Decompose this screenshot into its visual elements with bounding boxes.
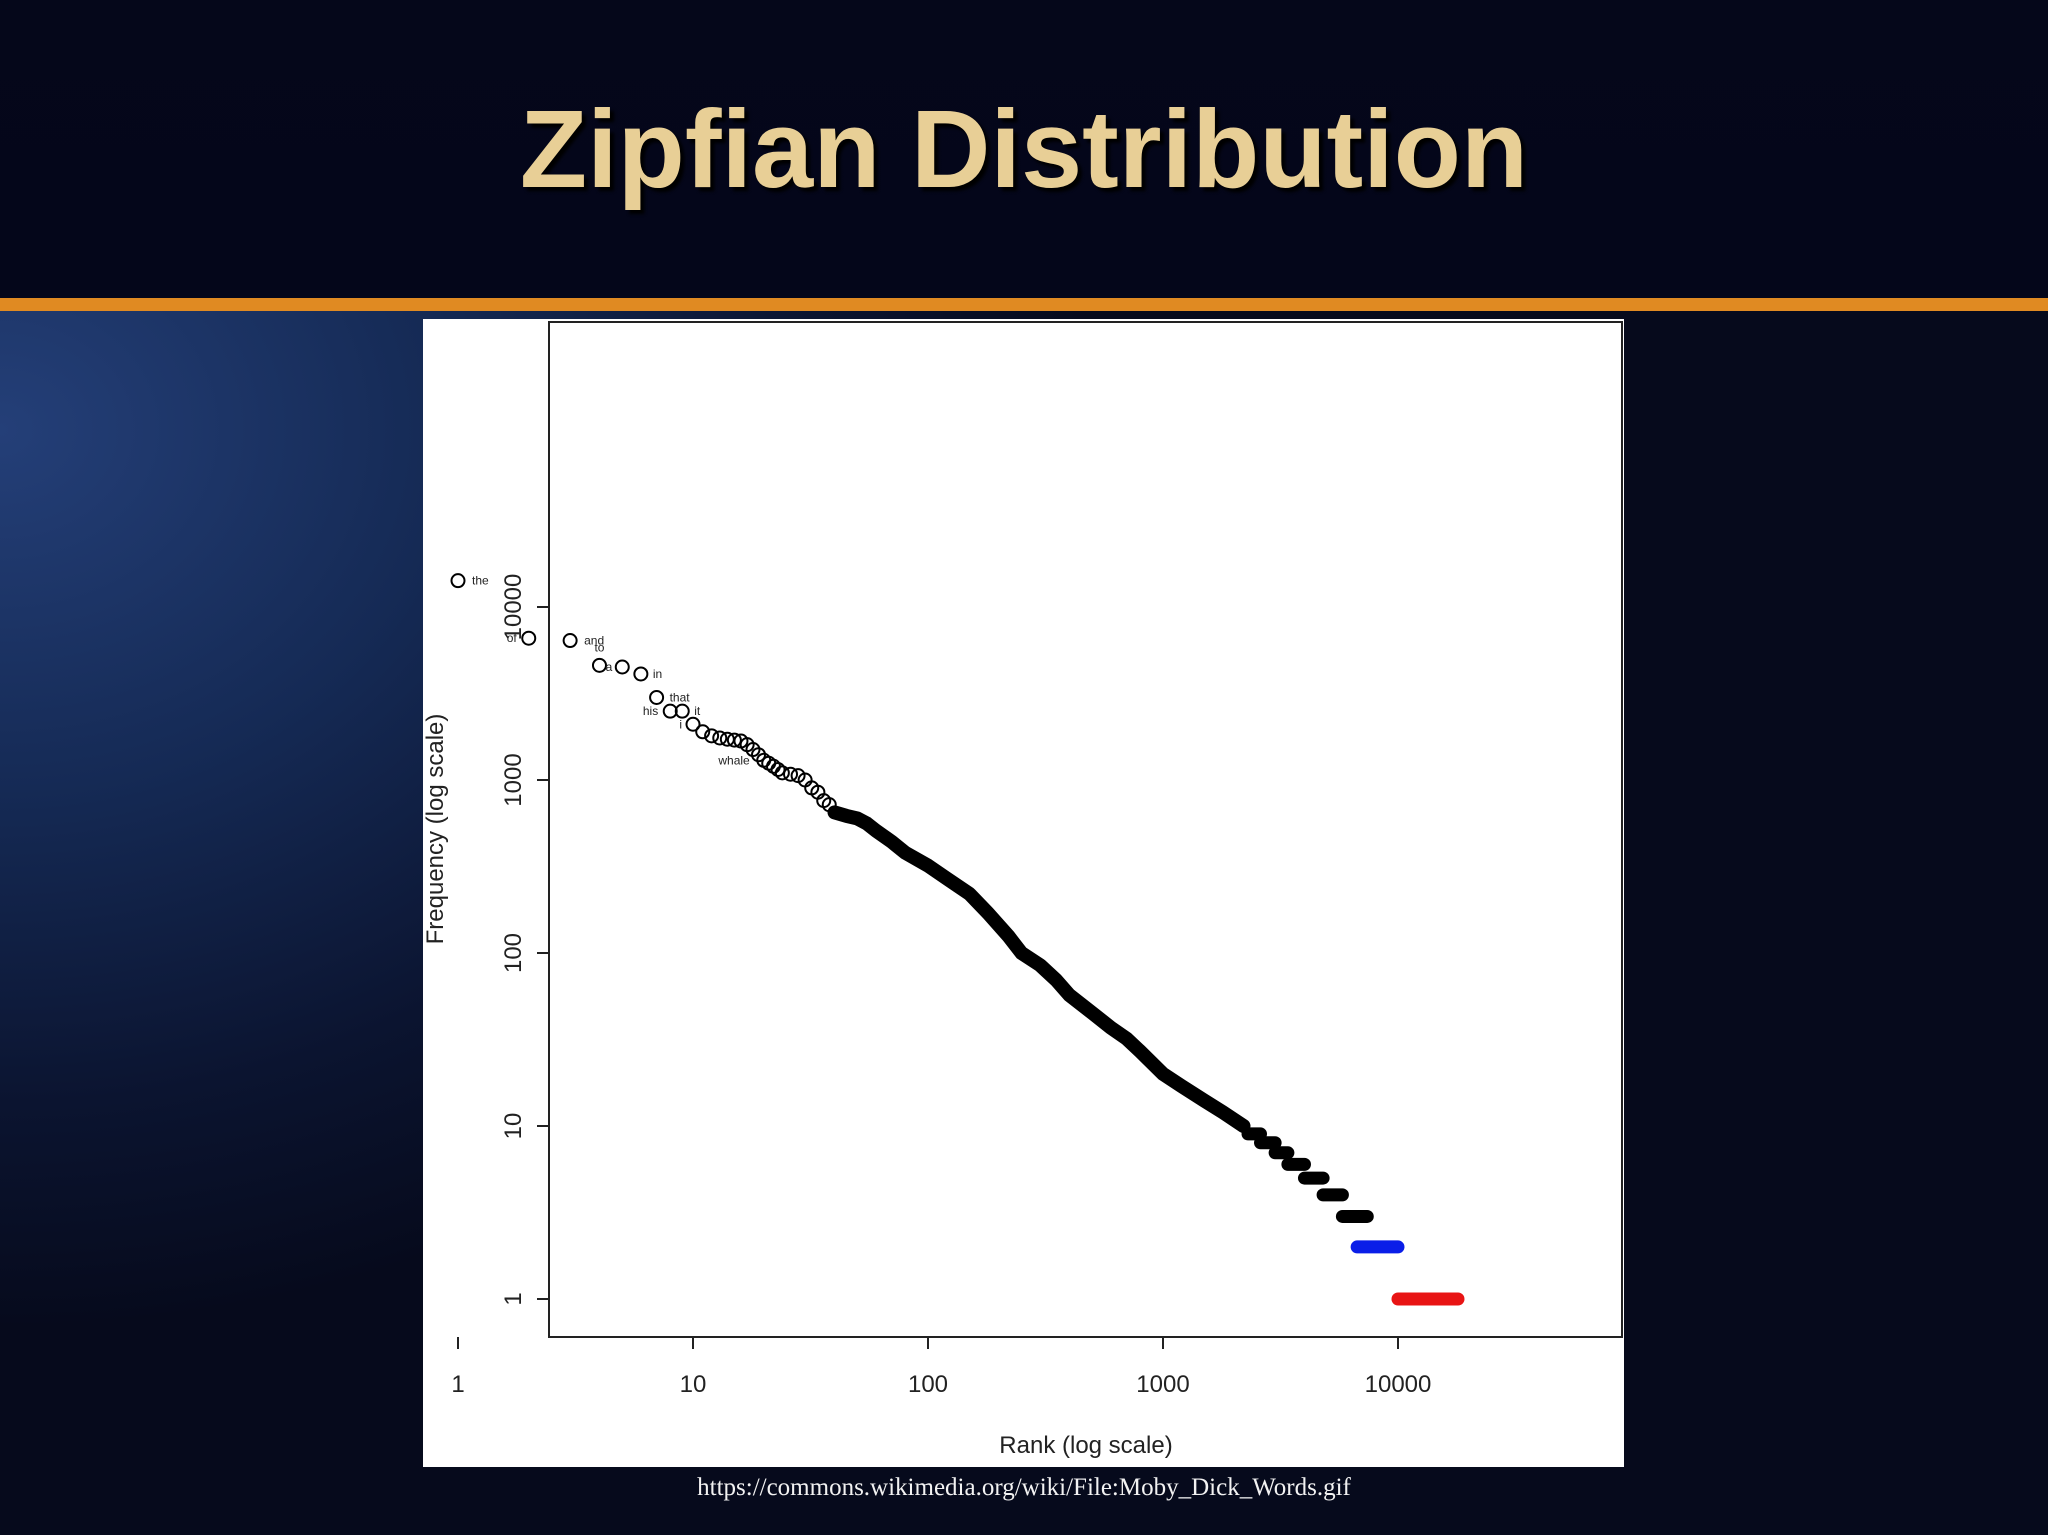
point-label: a <box>606 660 613 674</box>
y-tick-label: 10000 <box>500 574 527 641</box>
slide-title: Zipfian Distribution <box>519 88 1529 211</box>
data-point <box>783 766 799 782</box>
point-label: in <box>653 667 662 681</box>
point-label: whale <box>717 753 750 767</box>
point-label: of <box>507 631 518 645</box>
x-tick-label: 100 <box>908 1371 948 1398</box>
data-point <box>562 633 578 649</box>
data-point <box>726 732 742 748</box>
data-point <box>674 703 690 719</box>
x-tick-label: 1000 <box>1136 1371 1189 1398</box>
data-point <box>695 724 711 740</box>
accent-rule <box>0 298 2048 311</box>
data-point <box>704 728 720 744</box>
data-point <box>450 573 466 589</box>
data-points <box>450 573 1465 1306</box>
point-label: to <box>594 640 604 654</box>
data-point <box>591 657 607 673</box>
point-label: and <box>584 634 604 648</box>
data-point <box>770 761 786 777</box>
data-point <box>649 689 665 705</box>
source-citation: https://commons.wikimedia.org/wiki/File:… <box>697 1474 1351 1501</box>
point-label: his <box>643 704 658 718</box>
x-tick-label: 10 <box>680 1371 707 1398</box>
data-point <box>774 765 790 781</box>
point-label: the <box>472 574 489 588</box>
y-tick-label: 1 <box>500 1292 527 1305</box>
data-point <box>712 730 728 746</box>
y-tick-label: 10 <box>500 1113 527 1140</box>
x-axis-label: Rank (log scale) <box>999 1432 1172 1459</box>
point-label: that <box>670 690 691 704</box>
data-point <box>521 630 537 646</box>
y-tick-label: 100 <box>500 933 527 973</box>
point-label: it <box>694 704 701 718</box>
data-point <box>633 666 649 682</box>
x-tick-label: 10000 <box>1365 1371 1432 1398</box>
point-label: i <box>679 717 682 731</box>
data-point <box>751 747 767 763</box>
data-point <box>614 659 630 675</box>
data-series-curve <box>827 805 1251 1133</box>
x-tick-label: 1 <box>451 1371 464 1398</box>
y-axis-label: Frequency (log scale) <box>423 714 449 945</box>
zipf-chart: 1 10 100 1000 10000 1 10 100 1000 10000 the of and t… <box>423 319 1624 1467</box>
axis-ticks: 1 10 100 1000 10000 1 10 100 1000 10000 <box>451 574 1431 1398</box>
data-point <box>685 716 701 732</box>
slide-header: Zipfian Distribution <box>0 0 2048 298</box>
y-tick-label: 1000 <box>500 753 527 806</box>
plot-frame <box>548 321 1623 1338</box>
